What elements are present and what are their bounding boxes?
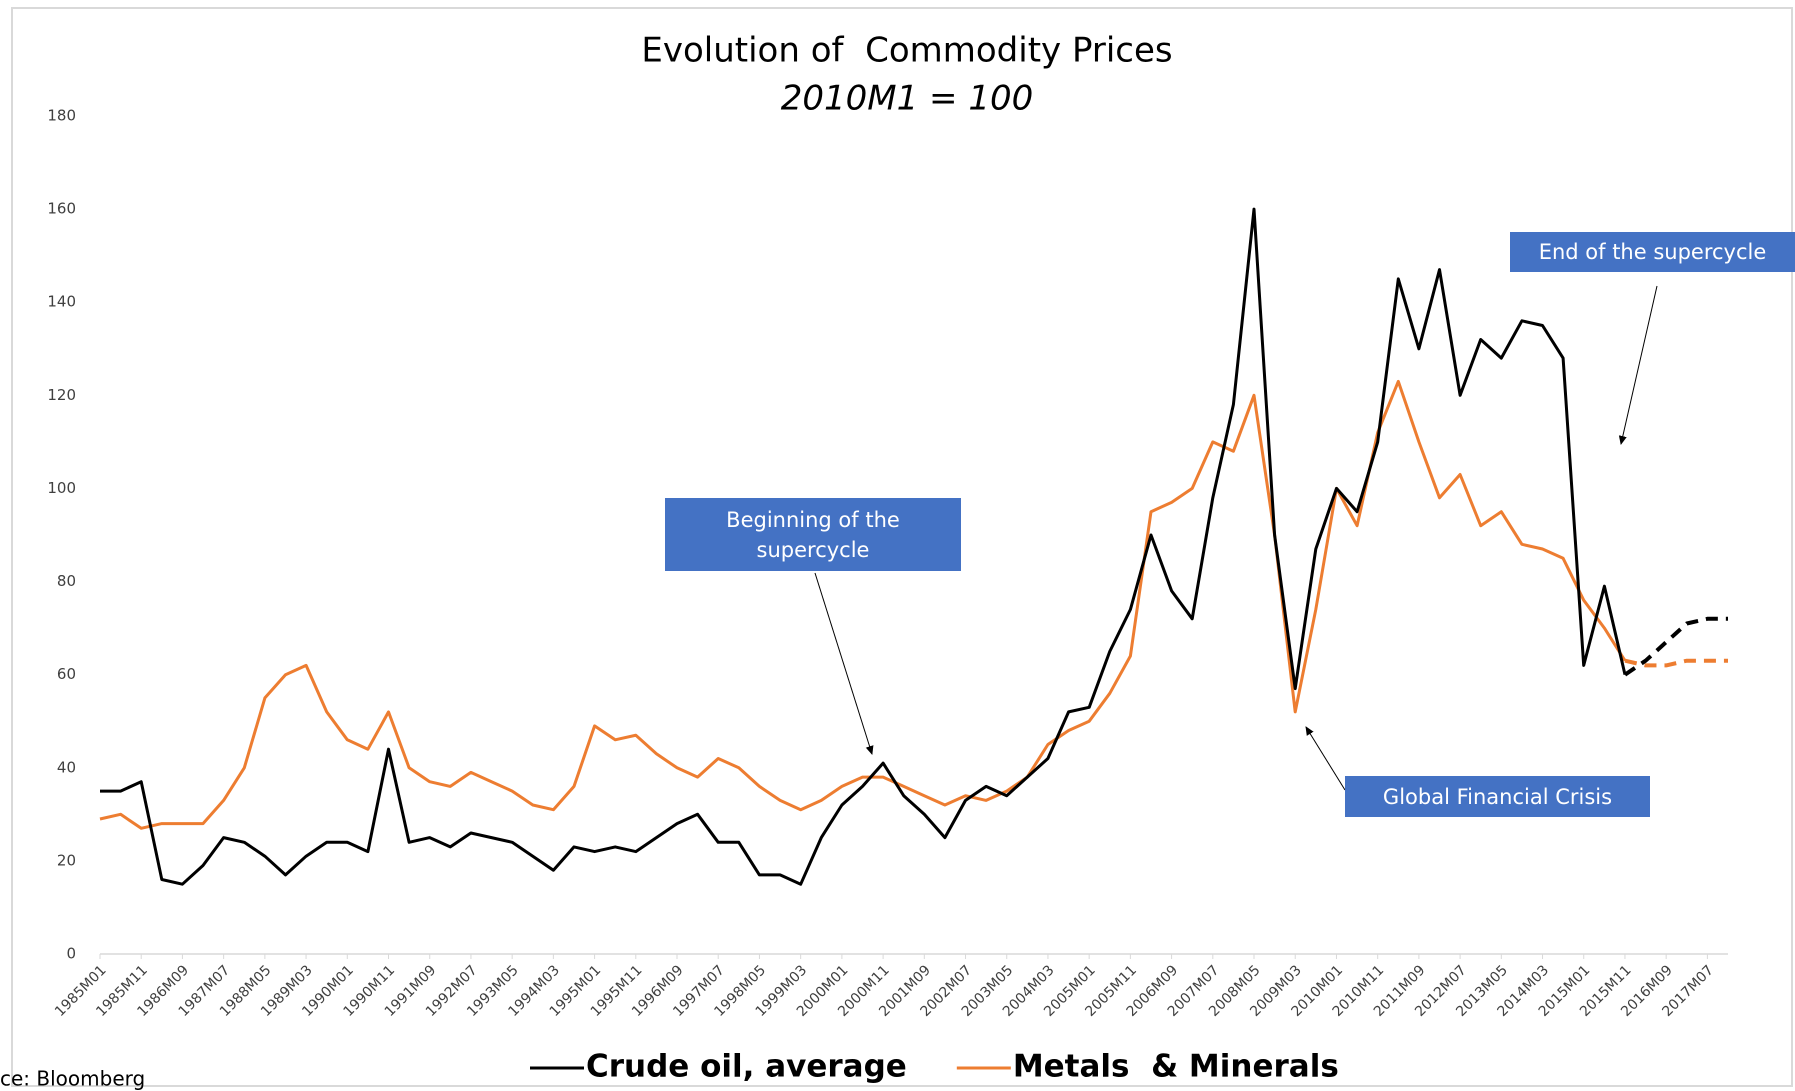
y-tick-label: 180 bbox=[47, 107, 76, 125]
y-tick-label: 80 bbox=[57, 572, 76, 590]
y-tick-label: 140 bbox=[47, 293, 76, 311]
y-tick-label: 40 bbox=[57, 758, 76, 776]
y-tick-label: 60 bbox=[57, 665, 76, 683]
legend-label: Metals & Minerals bbox=[1013, 1049, 1339, 1085]
y-tick-label: 100 bbox=[47, 479, 76, 497]
chart-title: Evolution of Commodity Prices bbox=[641, 31, 1172, 71]
series-line bbox=[99, 379, 1627, 830]
arrow bbox=[814, 572, 874, 755]
source-note: ce: Bloomberg bbox=[0, 1067, 145, 1091]
chart-subtitle: 2010M1 = 100 bbox=[781, 79, 1034, 119]
y-tick-label: 20 bbox=[57, 851, 76, 869]
arrow bbox=[1305, 726, 1346, 791]
legend-label: Crude oil, average bbox=[586, 1049, 907, 1085]
series-line-dashed bbox=[1623, 616, 1728, 677]
annotation: Global Financial Crisis bbox=[1345, 776, 1650, 817]
frame bbox=[11, 7, 1793, 1087]
y-tick-label: 120 bbox=[47, 386, 76, 404]
annotation: Beginning of the supercycle bbox=[665, 498, 961, 571]
arrow bbox=[1618, 285, 1658, 445]
series-line bbox=[100, 207, 1627, 886]
y-tick-label: 160 bbox=[47, 200, 76, 218]
series-line-dashed bbox=[1624, 658, 1728, 668]
annotation: End of the supercycle bbox=[1510, 232, 1795, 272]
y-tick-label: 0 bbox=[66, 945, 76, 963]
